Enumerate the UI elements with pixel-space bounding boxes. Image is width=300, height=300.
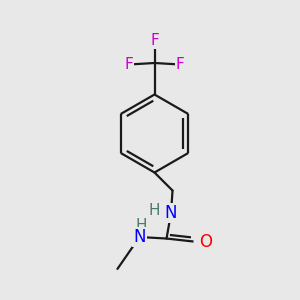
Text: F: F xyxy=(176,57,184,72)
Text: H: H xyxy=(135,218,147,232)
Text: N: N xyxy=(133,228,146,246)
Text: F: F xyxy=(150,33,159,48)
Text: F: F xyxy=(124,57,134,72)
Text: H: H xyxy=(149,202,160,217)
Text: N: N xyxy=(165,204,177,222)
Text: O: O xyxy=(199,232,212,250)
